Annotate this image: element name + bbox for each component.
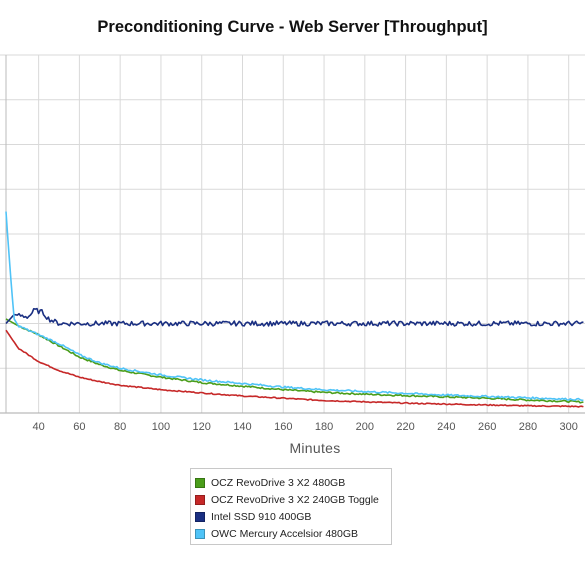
series-line-owc-mercury-accelsior-480gb [5,211,584,402]
series-lines [5,211,584,408]
axes [0,55,585,414]
x-tick-label: 80 [114,421,126,433]
legend-label: OWC Mercury Accelsior 480GB [211,527,359,540]
x-tick-label: 200 [356,421,374,433]
legend-label: Intel SSD 910 400GB [211,510,312,523]
x-tick-label: 100 [152,421,170,433]
x-tick-labels: 40 60 80 100 120 140 160 180 200 220 240 260 280 300 [32,421,577,433]
legend-item: Intel SSD 910 400GB [195,508,387,525]
x-tick-label: 260 [478,421,496,433]
legend-item: OWC Mercury Accelsior 480GB [195,525,387,542]
x-tick-label: 220 [396,421,414,433]
grid [0,54,585,414]
chart-title: Preconditioning Curve - Web Server [Thro… [97,18,488,36]
x-tick-label: 280 [519,421,537,433]
x-tick-label: 40 [32,421,44,433]
legend: OCZ RevoDrive 3 X2 480GB OCZ RevoDrive 3… [190,468,392,545]
series-line-ocz-revodrive-3-x2-240gb-toggle [5,329,584,408]
x-tick-label: 240 [437,421,455,433]
legend-swatch [195,494,205,505]
x-tick-label: 140 [233,421,251,433]
x-tick-label: 300 [560,421,578,433]
series-line-intel-ssd-910-400gb [5,307,584,327]
x-tick-label: 120 [193,421,211,433]
legend-label: OCZ RevoDrive 3 X2 240GB Toggle [211,493,379,506]
legend-label: OCZ RevoDrive 3 X2 480GB [211,476,346,489]
legend-swatch [195,528,205,539]
x-axis-label: Minutes [289,440,341,456]
legend-item: OCZ RevoDrive 3 X2 240GB Toggle [195,491,387,508]
legend-item: OCZ RevoDrive 3 X2 480GB [195,474,387,491]
x-tick-label: 180 [315,421,333,433]
x-tick-label: 60 [73,421,85,433]
x-tick-label: 160 [274,421,292,433]
legend-swatch [195,511,205,522]
legend-swatch [195,477,205,488]
